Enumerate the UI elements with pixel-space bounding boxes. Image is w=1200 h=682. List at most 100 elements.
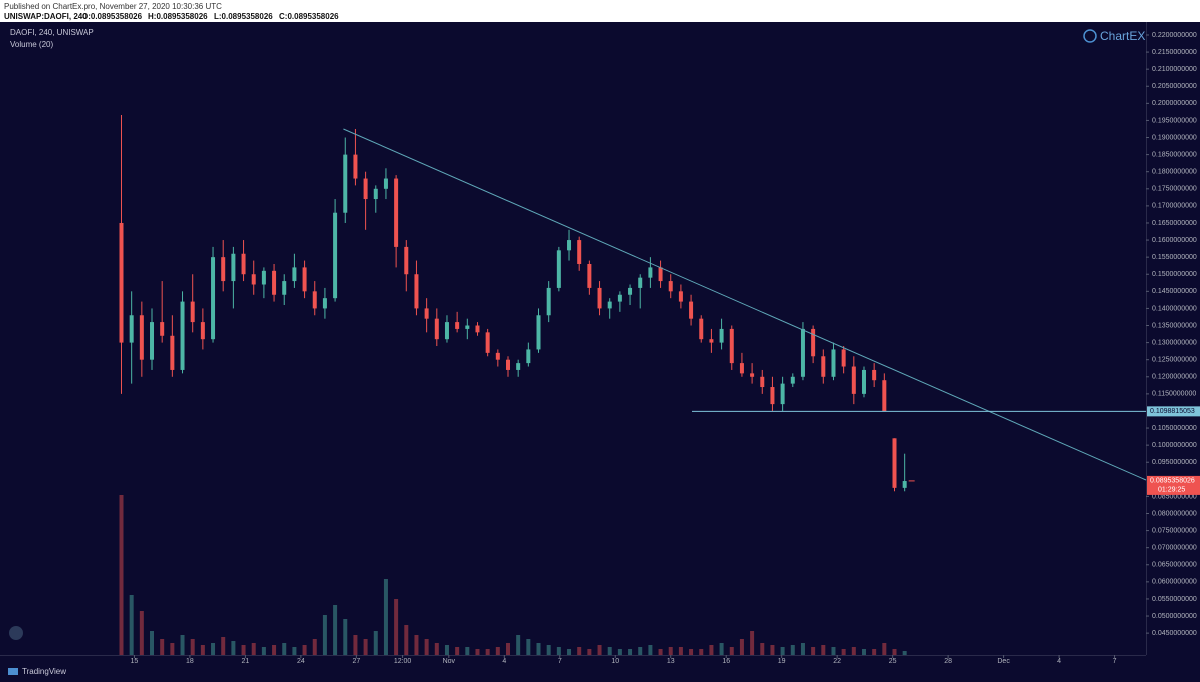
candle-body bbox=[200, 322, 205, 340]
candle-body bbox=[343, 154, 348, 213]
y-tick-label: 0.1900000000 bbox=[1152, 134, 1197, 141]
x-tick-label: 10 bbox=[611, 658, 619, 665]
volume-bar bbox=[444, 645, 449, 655]
volume-bar bbox=[231, 641, 236, 655]
volume-bar bbox=[343, 619, 348, 655]
candle-body bbox=[241, 253, 246, 275]
candle-body bbox=[434, 318, 439, 340]
candle-body bbox=[607, 301, 612, 309]
volume-bar bbox=[628, 649, 633, 655]
support-label-bg bbox=[1147, 406, 1200, 417]
candle-body bbox=[567, 240, 572, 251]
candle-body bbox=[180, 301, 185, 370]
low-text: L:0.0895358026 bbox=[214, 12, 273, 21]
candle-body bbox=[170, 335, 175, 370]
volume-bar bbox=[607, 647, 612, 655]
volume-bar bbox=[536, 643, 541, 655]
volume-bar bbox=[861, 649, 866, 655]
volume-bar bbox=[414, 635, 419, 655]
x-tick-label: 12:00 bbox=[394, 658, 412, 665]
legend-volume: Volume (20) bbox=[10, 40, 53, 49]
volume-bar bbox=[800, 643, 805, 655]
candle-body bbox=[261, 270, 266, 285]
volume-bar bbox=[729, 647, 734, 655]
x-tick-label: 22 bbox=[833, 658, 841, 665]
y-tick-label: 0.0600000000 bbox=[1152, 579, 1197, 586]
candle-body bbox=[190, 301, 195, 323]
x-tick-label: Nov bbox=[443, 658, 456, 665]
candle-body bbox=[383, 178, 388, 189]
x-tick-label: 19 bbox=[778, 658, 786, 665]
candle-body bbox=[272, 270, 277, 295]
volume-bar bbox=[587, 649, 592, 655]
volume-bar bbox=[790, 645, 795, 655]
volume-bar bbox=[556, 647, 561, 655]
volume-bar bbox=[241, 645, 246, 655]
y-tick-label: 0.1000000000 bbox=[1152, 442, 1197, 449]
candle-body bbox=[150, 322, 155, 360]
candle-body bbox=[251, 274, 256, 285]
y-tick-label: 0.2200000000 bbox=[1152, 32, 1197, 39]
x-tick-label: 24 bbox=[297, 658, 305, 665]
candle-body bbox=[139, 315, 144, 360]
y-tick-label: 0.0700000000 bbox=[1152, 545, 1197, 552]
x-tick-label: 13 bbox=[667, 658, 675, 665]
volume-bar bbox=[546, 645, 551, 655]
y-tick-label: 0.1200000000 bbox=[1152, 374, 1197, 381]
volume-bar bbox=[567, 649, 572, 655]
y-tick-label: 0.1850000000 bbox=[1152, 151, 1197, 158]
volume-bar bbox=[272, 645, 277, 655]
candle-body bbox=[373, 188, 378, 200]
candle-body bbox=[648, 267, 653, 278]
y-tick-label: 0.1050000000 bbox=[1152, 425, 1197, 432]
y-tick-label: 0.0750000000 bbox=[1152, 527, 1197, 534]
candle-body bbox=[699, 318, 704, 340]
volume-bar bbox=[160, 639, 165, 655]
candle-body bbox=[872, 369, 877, 381]
x-tick-label: 18 bbox=[186, 658, 194, 665]
volume-bar bbox=[526, 639, 531, 655]
volume-bar bbox=[739, 639, 744, 655]
candle-body bbox=[861, 369, 866, 394]
candle-body bbox=[333, 212, 338, 299]
y-tick-label: 0.0500000000 bbox=[1152, 613, 1197, 620]
y-tick-label: 0.1700000000 bbox=[1152, 203, 1197, 210]
volume-bar bbox=[322, 615, 327, 655]
candle-body bbox=[678, 291, 683, 302]
footer-text: TradingView bbox=[22, 667, 66, 676]
candle-body bbox=[658, 267, 663, 282]
candle-body bbox=[444, 322, 449, 340]
volume-bar bbox=[892, 649, 897, 655]
y-tick-label: 0.2000000000 bbox=[1152, 100, 1197, 107]
published-text: Published on ChartEx.pro, November 27, 2… bbox=[4, 2, 222, 11]
volume-bar bbox=[434, 643, 439, 655]
candle-body bbox=[882, 380, 887, 412]
volume-bar bbox=[851, 647, 856, 655]
y-tick-label: 0.1300000000 bbox=[1152, 339, 1197, 346]
candle-body bbox=[302, 267, 307, 292]
candle-body bbox=[841, 349, 846, 367]
candle-body bbox=[292, 267, 297, 282]
y-tick-label: 0.1650000000 bbox=[1152, 220, 1197, 227]
y-tick-label: 0.1950000000 bbox=[1152, 117, 1197, 124]
volume-bar bbox=[200, 645, 205, 655]
candle-body bbox=[760, 376, 765, 388]
candle-body bbox=[424, 308, 429, 319]
y-tick-label: 0.1750000000 bbox=[1152, 186, 1197, 193]
candle-body bbox=[638, 277, 643, 288]
volume-bar bbox=[872, 649, 877, 655]
countdown-label: 01:29:25 bbox=[1158, 487, 1185, 494]
brand-text: ChartEX bbox=[1100, 29, 1145, 43]
candle-body bbox=[119, 222, 124, 343]
brand-logo: ChartEX bbox=[1083, 29, 1145, 43]
settings-icon[interactable] bbox=[9, 626, 23, 640]
candle-body bbox=[526, 349, 531, 364]
volume-bar bbox=[383, 579, 388, 655]
volume-bar bbox=[750, 631, 755, 655]
candle-body bbox=[902, 481, 907, 488]
volume-bar bbox=[577, 647, 582, 655]
candle-body bbox=[729, 328, 734, 364]
y-tick-label: 0.0450000000 bbox=[1152, 630, 1197, 637]
candle-body bbox=[546, 287, 551, 316]
